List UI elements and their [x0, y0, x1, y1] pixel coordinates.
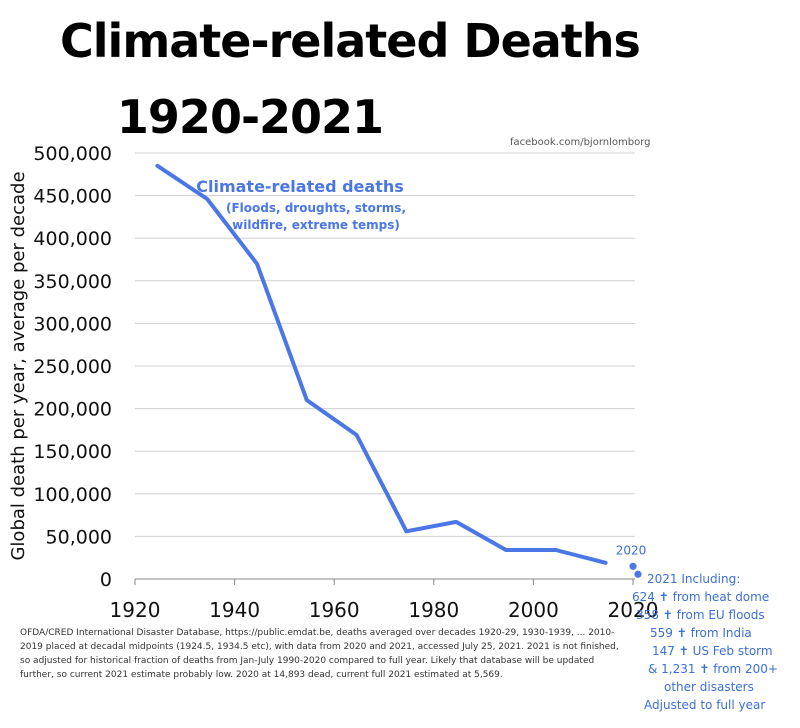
series-sublabel: wildfire, extreme temps) [232, 218, 400, 232]
note-2021: 2021 Including: 624 ✝ from heat dome 358… [630, 570, 800, 714]
note-2021-line: Adjusted to full year [644, 698, 766, 712]
series-label: Climate-related deaths [196, 177, 404, 196]
note-2021-line: other disasters [664, 680, 754, 694]
data-point-label: 2020 [616, 543, 647, 557]
y-tick-label: 450,000 [33, 186, 112, 208]
y-tick-label: 500,000 [33, 143, 112, 165]
series-sublabel: (Floods, droughts, storms, [226, 201, 406, 215]
x-tick-label: 2020 [608, 598, 659, 622]
x-tick-label: 2000 [508, 598, 559, 622]
note-2021-line: & 1,231 ✝ from 200+ [648, 662, 778, 676]
note-2021-line: 358 ✝ from EU floods [636, 608, 765, 622]
chart-title-line1: Climate-related Deaths [60, 14, 641, 68]
note-2021-line: 559 ✝ from India [650, 626, 752, 640]
note-2021-heading: 2021 Including: [647, 572, 741, 586]
y-tick-label: 50,000 [46, 526, 112, 548]
y-tick-label: 0 [100, 569, 112, 591]
y-tick-label: 400,000 [33, 228, 112, 250]
y-tick-label: 100,000 [33, 484, 112, 506]
y-axis-label: Global death per year, average per decad… [8, 171, 29, 560]
x-tick-label: 1940 [209, 598, 260, 622]
chart-title-line2: 1920-2021 [116, 90, 384, 144]
y-tick-label: 150,000 [33, 441, 112, 463]
data-point [634, 570, 642, 578]
series-line [155, 163, 608, 565]
x-tick-label: 1980 [408, 598, 459, 622]
note-2021-line: 147 ✝ US Feb storm [652, 644, 773, 658]
source-footnote: OFDA/CRED International Disaster Databas… [20, 628, 619, 680]
note-2021-line: 624 ✝ from heat dome [632, 590, 770, 604]
credit-text: facebook.com/bjornlomborg [510, 137, 651, 148]
y-tick-label: 350,000 [33, 271, 112, 293]
x-tick-label: 1960 [309, 598, 360, 622]
data-point [629, 562, 637, 570]
y-tick-label: 200,000 [33, 399, 112, 421]
y-tick-label: 300,000 [33, 313, 112, 335]
x-tick-label: 1920 [110, 598, 161, 622]
y-tick-label: 250,000 [33, 356, 112, 378]
